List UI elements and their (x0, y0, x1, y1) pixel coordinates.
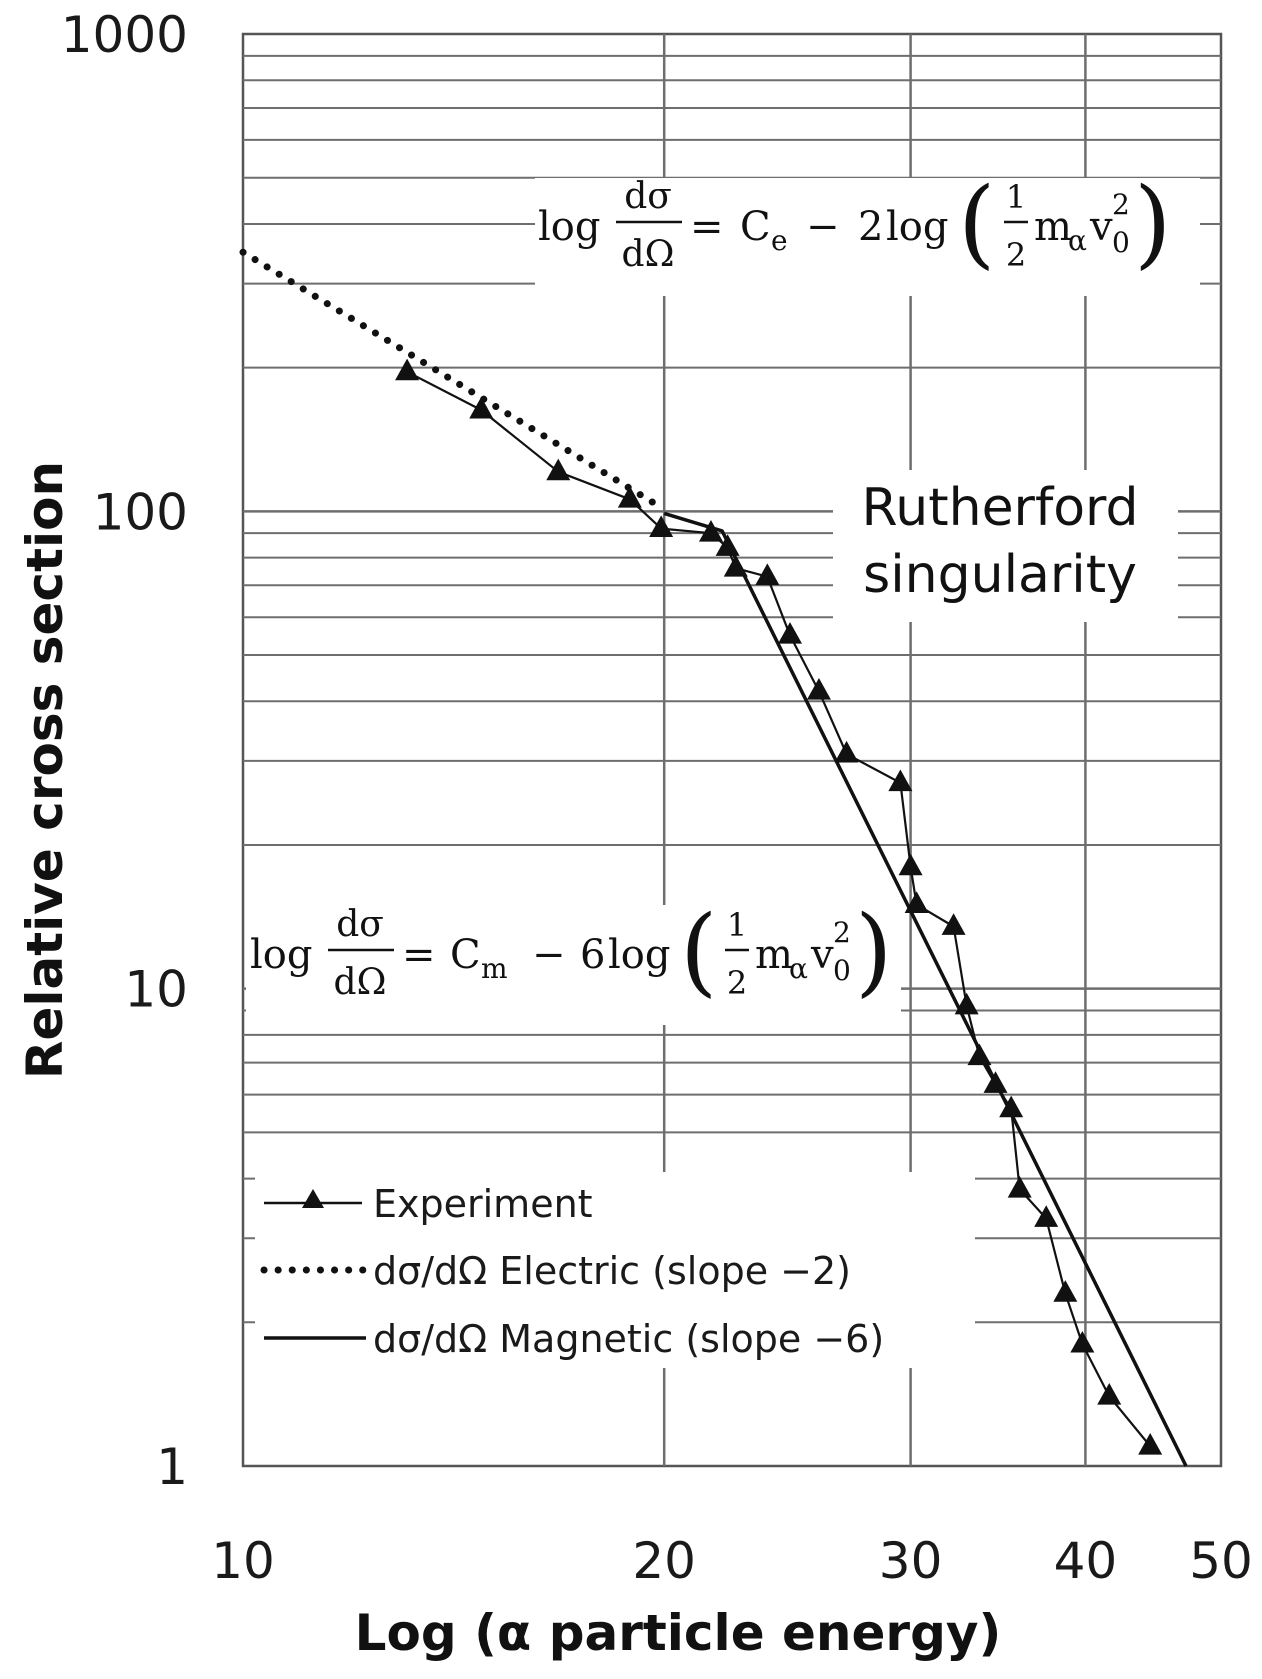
formula-electric-constant: C (740, 204, 771, 250)
annotation-rutherford-line-1: Rutherford (861, 478, 1138, 538)
legend-label-magnetic: dσ/dΩ Magnetic (slope −6) (373, 1317, 884, 1361)
annotation-boxes (255, 470, 1178, 1368)
formula-electric-denominator: dΩ (622, 234, 675, 275)
experiment-point (983, 1071, 1008, 1093)
formula-electric-numerator: dσ (624, 176, 672, 217)
x-tick-label: 20 (632, 1532, 696, 1590)
experiment-point (715, 534, 740, 556)
formula-electric-minus: − (806, 204, 840, 250)
experiment-point (999, 1095, 1024, 1118)
experiment-point (967, 1043, 992, 1066)
legend: Experiment dσ/dΩ Electric (slope −2) dσ/… (260, 1182, 884, 1361)
formula-magnetic-log: log (250, 932, 312, 978)
experiment-point (617, 486, 642, 508)
formula-electric-v: v (1089, 204, 1113, 250)
experiment-point (723, 555, 748, 577)
formula-electric-log: log (538, 204, 600, 250)
experiment-point (1097, 1383, 1122, 1405)
formula-electric-v-sup: 2 (1112, 188, 1130, 221)
formula-magnetic-half-den: 2 (727, 964, 747, 1002)
formula-electric-v-sub: 0 (1112, 226, 1130, 259)
y-axis-title: Relative cross section (16, 461, 74, 1079)
formula-electric-half-num: 1 (1006, 178, 1026, 216)
annotation-rutherford-line-2: singularity (863, 545, 1137, 605)
y-tick-label: 1000 (61, 6, 188, 64)
formula-magnetic-constant-sub: m (481, 952, 508, 985)
experiment-point (698, 519, 723, 542)
formula-electric-lparen: ( (958, 167, 995, 279)
experiment-point (649, 515, 674, 538)
experiment-point (834, 740, 859, 763)
formula-magnetic-lparen: ( (680, 895, 717, 1007)
experiment-point (1007, 1176, 1032, 1198)
experiment-point (904, 891, 929, 914)
x-tick-label: 30 (879, 1532, 943, 1590)
experiment-point (755, 563, 780, 585)
experiment-point (1034, 1205, 1059, 1227)
legend-label-experiment: Experiment (373, 1182, 593, 1226)
series-layer (239, 248, 1188, 1467)
series-electric-line (239, 248, 668, 513)
experiment-point (888, 769, 913, 792)
legend-item-magnetic: dσ/dΩ Magnetic (slope −6) (264, 1317, 884, 1361)
formula-magnetic-equals: = (402, 932, 436, 978)
formula-magnetic-coef: 6 (580, 932, 605, 978)
formula-electric-equals: = (690, 204, 724, 250)
legend-item-experiment: Experiment (264, 1182, 593, 1226)
legend-label-electric: dσ/dΩ Electric (slope −2) (373, 1249, 851, 1293)
experiment-point (1070, 1330, 1095, 1353)
experiment-point (954, 992, 979, 1015)
formula-magnetic-denominator: dΩ (334, 962, 387, 1003)
legend-item-electric: dσ/dΩ Electric (slope −2) (260, 1249, 851, 1293)
formula-magnetic-half-num: 1 (727, 906, 747, 944)
y-tick-label: 100 (93, 483, 188, 541)
experiment-point (898, 853, 923, 876)
experiment-point (469, 396, 494, 419)
formula-electric-constant-sub: e (771, 224, 788, 257)
experiment-point (1053, 1280, 1078, 1302)
x-axis-title: Log (α particle energy) (355, 1604, 1002, 1662)
experiment-point (395, 358, 420, 381)
formula-magnetic-rparen: ) (855, 895, 892, 1007)
formula-magnetic-v: v (810, 932, 834, 978)
x-tick-label: 10 (211, 1532, 275, 1590)
x-tick-label: 40 (1054, 1532, 1118, 1590)
formula-magnetic-fn: log (608, 932, 670, 978)
formula-electric-half-den: 2 (1006, 236, 1026, 274)
formula-magnetic-v-sup: 2 (833, 916, 851, 949)
legend-box (255, 1172, 975, 1368)
y-tick-label: 1 (156, 1438, 188, 1496)
formula-magnetic-m-sub: α (789, 952, 808, 985)
formula-electric-m-sub: α (1068, 224, 1087, 257)
series-magnetic-line (663, 511, 1188, 1467)
formula-electric: log dσ dΩ = C e − 2 log ( 1 2 m α v 2 0 … (535, 167, 1200, 296)
experiment-point (777, 622, 802, 644)
experiment-point (806, 677, 831, 700)
formula-electric-fn: log (886, 204, 948, 250)
formula-magnetic-m: m (755, 932, 793, 978)
formula-magnetic-minus: − (532, 932, 566, 978)
annotation-rutherford: Rutherford singularity (861, 478, 1138, 605)
experiment-point (1138, 1433, 1163, 1455)
x-tick-label: 50 (1189, 1532, 1253, 1590)
formula-electric-rparen: ) (1134, 167, 1171, 279)
experiment-point (546, 458, 571, 481)
formula-magnetic-v-sub: 0 (833, 954, 851, 987)
formula-electric-m: m (1034, 204, 1072, 250)
formula-electric-coef: 2 (858, 204, 883, 250)
experiment-point (941, 913, 966, 935)
y-tick-label: 10 (124, 961, 188, 1019)
formula-magnetic: log dσ dΩ = C m − 6 log ( 1 2 m α v 2 0 … (246, 895, 901, 1025)
formula-magnetic-constant: C (450, 932, 481, 978)
formula-magnetic-numerator: dσ (336, 904, 384, 945)
annotation-box-rutherford (833, 470, 1178, 622)
